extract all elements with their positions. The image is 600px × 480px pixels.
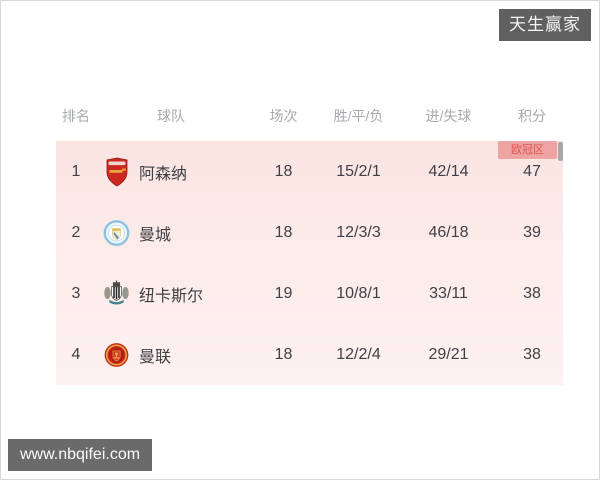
points-cell: 39 [523,223,541,241]
table-body: 欧冠区 1 阿森纳 18 15/2/ [56,141,563,385]
points-cell: 38 [523,345,541,363]
points-cell: 47 [523,162,541,180]
played-cell: 18 [274,162,293,180]
header-team: 球队 [157,108,185,124]
played-cell: 18 [274,223,293,241]
goals-cell: 29/21 [428,345,469,363]
header-played: 场次 [269,108,298,124]
team-cell: 曼城 [96,218,246,248]
wdl-cell: 12/2/4 [336,345,381,363]
goals-cell: 46/18 [428,223,469,241]
table-header-row: 排名 球队 场次 胜/平/负 进/失球 积分 [56,103,563,129]
scrollbar-thumb[interactable] [558,142,563,161]
arsenal-crest-icon [103,157,130,187]
points-cell: 38 [523,284,541,302]
table-row[interactable]: 1 阿森纳 18 15/2/1 42/14 47 [56,141,563,202]
table-row[interactable]: 3 [56,263,563,324]
header-wdl: 胜/平/负 [333,108,384,124]
watermark: www.nbqifei.com [8,439,153,471]
rank-cell: 1 [71,162,81,180]
wdl-cell: 12/3/3 [336,223,381,241]
team-cell: 曼联 [96,340,246,370]
team-cell: 阿森纳 [96,157,246,187]
wdl-cell: 10/8/1 [336,284,381,302]
champions-league-zone-badge: 欧冠区 [498,141,557,159]
header-points: 积分 [518,108,546,124]
man-city-crest-icon [103,218,130,248]
wdl-cell: 15/2/1 [336,162,381,180]
played-cell: 19 [274,284,293,302]
newcastle-crest-icon [103,279,130,309]
table-row[interactable]: 2 曼城 18 12/3/3 46/18 [56,202,563,263]
rank-cell: 3 [71,284,81,302]
rank-cell: 2 [71,223,81,241]
team-name: 纽卡斯尔 [139,287,204,305]
header-goals: 进/失球 [425,108,472,124]
brand-badge: 天生赢家 [499,9,591,41]
header-rank: 排名 [62,108,90,124]
man-united-crest-icon [103,340,130,370]
league-table: 排名 球队 场次 胜/平/负 进/失球 积分 欧冠区 1 [56,103,563,385]
table-row[interactable]: 4 曼联 18 12/2/4 [56,324,563,385]
team-cell: 纽卡斯尔 [96,279,246,309]
goals-cell: 42/14 [428,162,469,180]
played-cell: 18 [274,345,293,363]
team-name: 曼城 [139,226,172,244]
team-name: 阿森纳 [139,165,188,183]
rank-cell: 4 [71,345,81,363]
team-name: 曼联 [139,348,172,366]
goals-cell: 33/11 [429,284,468,302]
